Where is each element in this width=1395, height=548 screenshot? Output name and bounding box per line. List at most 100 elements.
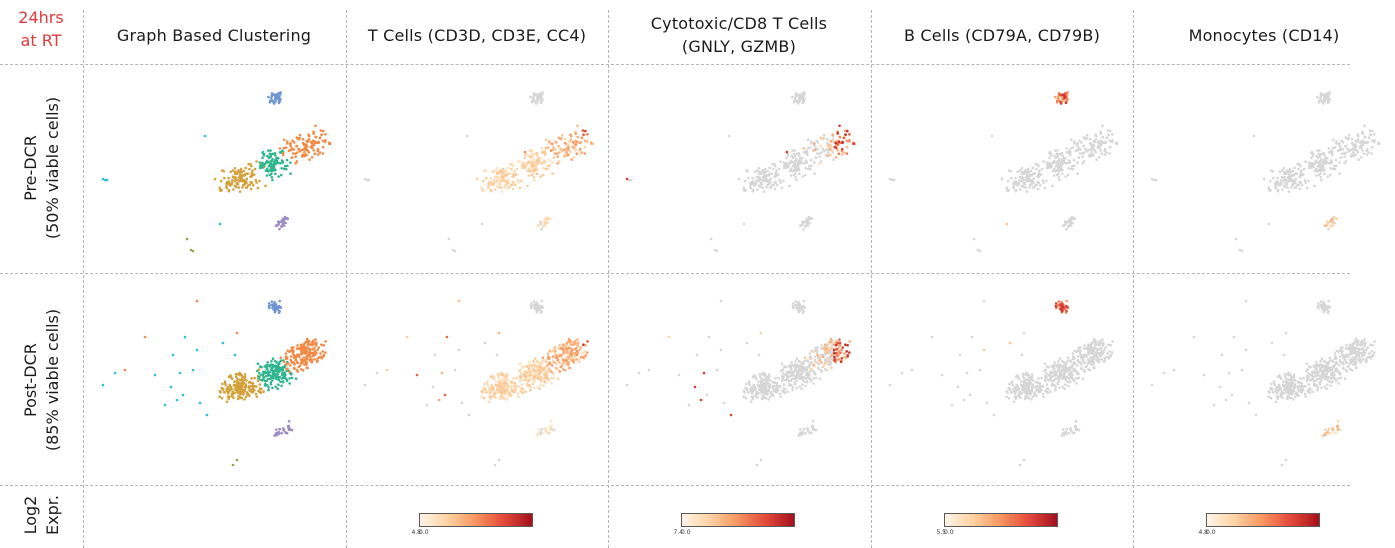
cell-point: [497, 331, 501, 335]
cell-point: [1301, 173, 1305, 176]
cell-point: [548, 164, 551, 168]
cell-point: [1058, 365, 1062, 369]
cell-point: [839, 351, 842, 355]
cell-point: [838, 344, 842, 347]
cell-point: [1367, 136, 1371, 140]
cell-point: [1056, 160, 1059, 163]
cell-point: [804, 377, 808, 380]
cell-point: [572, 156, 576, 159]
cell-point: [1354, 347, 1357, 351]
cell-point: [1326, 175, 1329, 178]
cell-point: [324, 133, 327, 136]
cell-point: [246, 172, 250, 175]
cell-point: [489, 188, 493, 192]
cell-point: [1294, 186, 1298, 189]
cell-point: [1366, 140, 1369, 144]
cell-point: [1066, 173, 1070, 177]
cell-point: [555, 362, 558, 366]
cell-point: [294, 155, 297, 158]
cell-point: [571, 145, 574, 149]
cell-point: [800, 93, 804, 97]
cell-point: [1040, 167, 1044, 171]
cell-point: [1326, 222, 1330, 225]
cell-point: [262, 162, 265, 166]
cell-point: [1018, 175, 1022, 179]
grid-divider: [1133, 10, 1134, 548]
cell-point: [242, 183, 245, 187]
cell-point: [1084, 137, 1087, 140]
cell-point: [1056, 163, 1059, 166]
cell-point: [1327, 227, 1330, 231]
cell-point: [584, 355, 587, 358]
cell-point: [1300, 169, 1303, 172]
cell-point: [910, 368, 914, 372]
cell-point: [808, 167, 812, 171]
cell-point: [226, 395, 230, 398]
cell-point: [832, 158, 835, 161]
cell-point: [507, 177, 511, 181]
cell-point: [774, 171, 778, 175]
cell-point: [719, 348, 723, 352]
cell-point: [272, 93, 275, 96]
cell-point: [1282, 172, 1286, 176]
cell-point: [1320, 152, 1324, 156]
cell-point: [1319, 300, 1323, 303]
cell-point: [1045, 383, 1049, 386]
condition-label: 24hrs at RT: [0, 6, 82, 52]
cell-point: [758, 372, 762, 376]
cell-point: [1059, 308, 1062, 311]
cell-point: [1302, 388, 1305, 392]
cell-point: [498, 377, 501, 381]
cell-point: [239, 167, 243, 171]
cell-point: [498, 171, 501, 174]
cell-point: [834, 343, 838, 347]
cell-point: [1309, 373, 1312, 377]
cell-point: [972, 237, 976, 241]
cell-point: [1036, 180, 1040, 184]
cell-point: [753, 374, 756, 377]
cell-point: [761, 387, 764, 390]
cell-point: [294, 358, 298, 362]
cell-point: [1323, 385, 1326, 389]
cell-point: [521, 164, 525, 167]
cell-point: [978, 368, 982, 372]
cell-point: [1295, 172, 1299, 175]
cell-point: [1154, 178, 1158, 182]
cell-point: [807, 164, 811, 168]
cell-point: [582, 133, 585, 136]
cell-point: [1054, 302, 1058, 305]
cell-point: [306, 339, 309, 342]
cell-point: [1339, 376, 1343, 380]
cell-point: [1101, 124, 1104, 128]
cell-point: [840, 147, 844, 151]
cell-point: [295, 144, 299, 148]
cell-point: [762, 175, 766, 178]
cell-point: [1244, 299, 1248, 303]
cell-point: [764, 384, 768, 387]
cell-point: [492, 394, 496, 398]
cell-point: [1068, 368, 1072, 372]
cell-point: [265, 159, 269, 163]
cell-point: [1326, 378, 1330, 382]
cell-point: [1071, 167, 1075, 171]
cell-point: [267, 386, 270, 389]
cell-point: [321, 152, 325, 155]
cell-point: [544, 360, 548, 363]
cell-point: [1202, 373, 1206, 377]
cell-point: [1017, 377, 1021, 381]
cell-point: [1313, 374, 1317, 378]
cell-point: [791, 304, 795, 308]
cell-point: [775, 386, 779, 390]
cell-point: [237, 395, 240, 398]
cell-point: [1069, 167, 1073, 171]
cell-point: [1065, 361, 1068, 364]
cell-point: [565, 358, 568, 362]
cell-point: [238, 190, 242, 193]
cell-point: [1075, 377, 1078, 380]
cell-point: [1023, 182, 1027, 186]
cell-point: [1316, 386, 1319, 389]
cell-point: [1064, 378, 1068, 382]
cell-point: [563, 141, 567, 145]
cell-point: [1067, 384, 1070, 388]
cell-point: [779, 181, 782, 184]
